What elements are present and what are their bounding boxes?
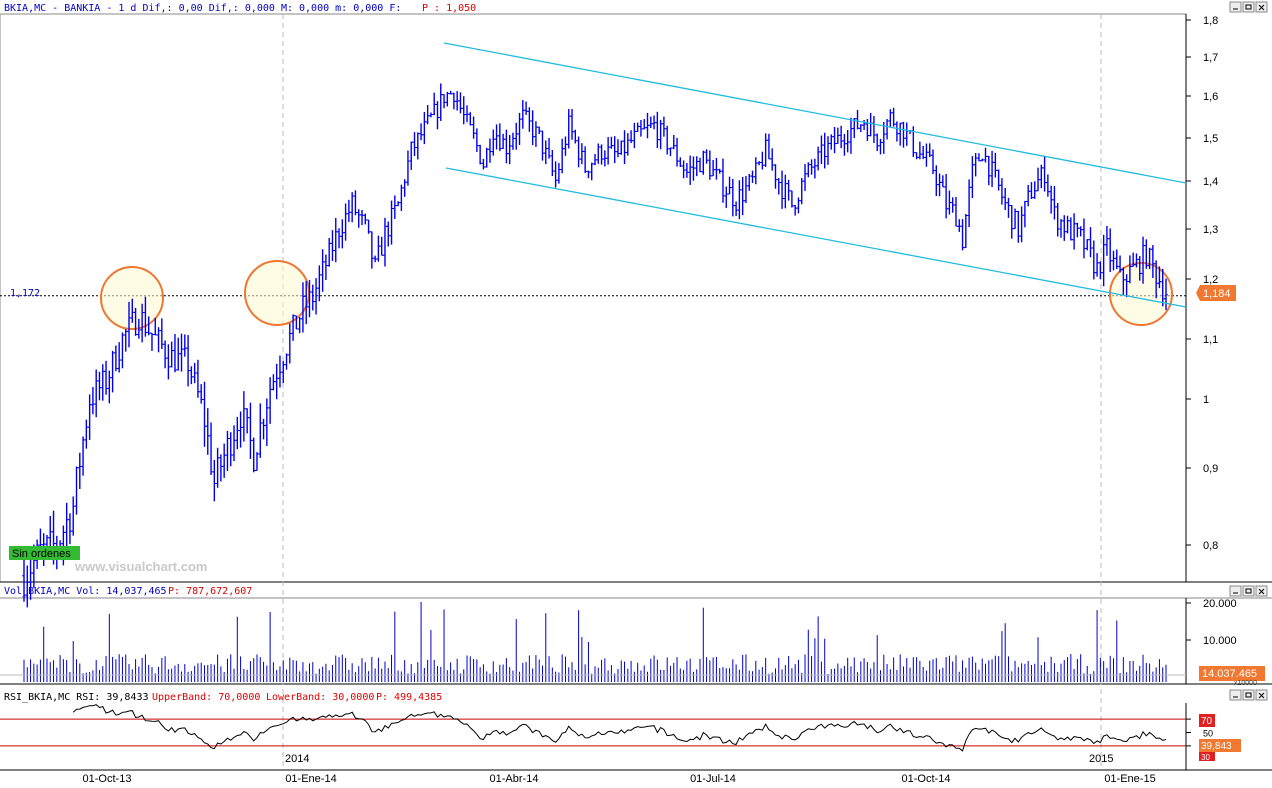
minimize-button[interactable] <box>1229 1 1242 13</box>
price-header-info: BKIA,MC - BANKIA - 1 d Dif,: 0,00 Dif,: … <box>4 3 401 14</box>
rsi-header-info: RSI_BKIA,MC RSI: 39,8433 <box>4 692 149 703</box>
volume-tick-label: 20.000 <box>1203 598 1237 610</box>
volume-close-icon <box>1258 588 1265 595</box>
year-marker-label: 2015 <box>1089 753 1113 765</box>
rsi-value-tag <box>1199 739 1241 752</box>
rsi-minimize-button[interactable] <box>1229 689 1242 701</box>
watermark: www.visualchart.com <box>74 559 207 574</box>
year-marker-label: 2014 <box>285 753 309 765</box>
rsi-lower-tag-value: 30 <box>1201 753 1210 762</box>
x-tick-label: 01-Ene-14 <box>285 773 336 785</box>
rsi-close-icon <box>1258 692 1265 699</box>
chart-frame <box>0 13 1272 771</box>
x-tick-label: 01-Jul-14 <box>690 773 736 785</box>
rsi-panel <box>0 704 1186 752</box>
maximize-button[interactable] <box>1242 1 1255 13</box>
volume-tick-label: 10.000 <box>1203 635 1237 647</box>
volume-maximize-icon <box>1245 588 1252 594</box>
volume-minimize-button[interactable] <box>1229 585 1242 597</box>
price-tick-label: 1,2 <box>1203 274 1218 286</box>
volume-header-info: Vol_BKIA,MC Vol: 14,037,465 <box>4 586 167 597</box>
x-tick-label: 01-Ene-15 <box>1104 773 1155 785</box>
price-tick-label: 1,8 <box>1203 15 1218 27</box>
x-tick-label: 01-Abr-14 <box>490 773 539 785</box>
volume-header-price: P: 787,672,607 <box>168 586 252 597</box>
rsi-value-tag-value: 39,843 <box>1201 741 1232 752</box>
price-tick-label: 1,4 <box>1203 176 1218 188</box>
volume-panel-controls <box>1229 585 1268 597</box>
price-tick-label: 0,9 <box>1203 463 1218 475</box>
price-tick-label: 1,3 <box>1203 224 1218 236</box>
rsi-lower-tag <box>1199 752 1215 761</box>
rsi-upper-tag <box>1199 714 1215 727</box>
volume-current-value: 14.037.465 <box>1202 668 1257 680</box>
chart-grid <box>0 14 1186 770</box>
price-tick-label: 1,7 <box>1203 52 1218 64</box>
channel-upper-line <box>443 42 1187 184</box>
rsi-panel-controls <box>1229 689 1268 701</box>
trend-channel <box>443 42 1187 308</box>
price-panel-controls <box>1229 1 1268 13</box>
rsi-line <box>72 704 1167 752</box>
volume-maximize-button[interactable] <box>1242 585 1255 597</box>
rsi-maximize-button[interactable] <box>1242 689 1255 701</box>
rsi-header-lower: LowerBand: 30,0000 <box>266 692 374 703</box>
close-icon <box>1258 4 1265 11</box>
sin-ordenes-badge <box>9 546 80 560</box>
highlight-circles <box>100 260 1173 330</box>
current-price-value: 1,184 <box>1203 288 1231 300</box>
rsi-tick-label: 50 <box>1203 729 1213 739</box>
rsi-maximize-icon <box>1245 692 1252 698</box>
price-tick-label: 0,8 <box>1203 540 1218 552</box>
highlight-circle-0 <box>100 266 164 330</box>
channel-lower-line <box>445 167 1187 308</box>
price-tick-label: 1,1 <box>1203 334 1218 346</box>
x-tick-label: 01-Oct-13 <box>83 773 132 785</box>
volume-current-tag <box>1199 666 1265 681</box>
volume-unit: x10000 <box>1234 680 1257 687</box>
price-panel-border <box>0 13 1187 583</box>
sin-ordenes-label: Sin ordenes <box>12 548 71 560</box>
highlight-circle-1 <box>244 260 310 326</box>
current-price-tag <box>1196 285 1236 301</box>
price-tick-label: 1,5 <box>1203 133 1218 145</box>
maximize-icon <box>1245 4 1252 10</box>
volume-bars <box>0 602 1186 682</box>
price-tick-label: 1 <box>1203 394 1209 406</box>
price-bars <box>22 83 1168 608</box>
price-header-last: P : 1,050 <box>422 3 476 14</box>
rsi-header-price: P: 499,4385 <box>376 692 442 703</box>
x-tick-label: 01-Oct-14 <box>902 773 951 785</box>
rsi-upper-tag-value: 70 <box>1201 716 1213 727</box>
rsi-header-upper: UpperBand: 70,0000 <box>152 692 260 703</box>
reference-level-label: 1,172 <box>10 288 40 299</box>
price-tick-label: 1,6 <box>1203 91 1218 103</box>
axes: 1,8 1,7 1,6 1,5 1,4 1,3 1,2 1,1 1 0,9 0,8 20.000 10.… <box>83 15 1237 785</box>
